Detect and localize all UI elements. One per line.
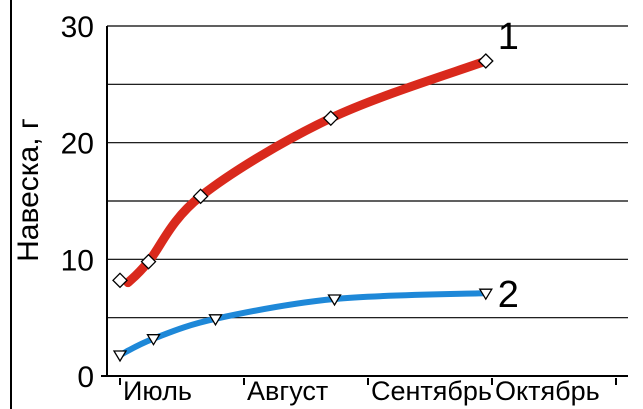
- x-tick-label: Октябрь: [495, 376, 600, 406]
- data-point-2: [112, 350, 128, 363]
- series-line-1: [123, 56, 491, 288]
- data-point-1: [140, 253, 157, 270]
- y-axis-label: Навеска, г: [12, 118, 45, 262]
- data-point-2: [478, 288, 493, 301]
- data-point-2: [327, 294, 342, 307]
- y-tick-labels: 0 10 20 30: [61, 11, 94, 394]
- series-labels: 12: [498, 16, 519, 316]
- series-markers: [112, 53, 494, 363]
- y-tick-label: 10: [61, 244, 94, 277]
- data-point-1: [192, 188, 209, 205]
- x-tick-label: Август: [247, 376, 328, 406]
- data-point-1: [322, 110, 339, 127]
- y-tick-label: 30: [61, 11, 94, 44]
- y-tick-label: 20: [61, 128, 94, 161]
- series-label-1: 1: [498, 16, 519, 58]
- series-lines: [117, 56, 491, 358]
- x-tick-labels: Июль Август Сентябрь Октябрь: [119, 376, 617, 406]
- data-point-1: [477, 53, 494, 69]
- series-label-2: 2: [498, 274, 519, 316]
- x-tick-label: Сентябрь: [371, 376, 492, 406]
- grid: [107, 25, 628, 319]
- data-point-2: [146, 334, 161, 346]
- axes: [10, 0, 628, 409]
- x-tick-label: Июль: [123, 376, 192, 406]
- y-tick-label: 0: [77, 361, 94, 394]
- data-point-2: [208, 314, 223, 327]
- series-line-2: [117, 290, 489, 358]
- data-point-1: [112, 272, 128, 289]
